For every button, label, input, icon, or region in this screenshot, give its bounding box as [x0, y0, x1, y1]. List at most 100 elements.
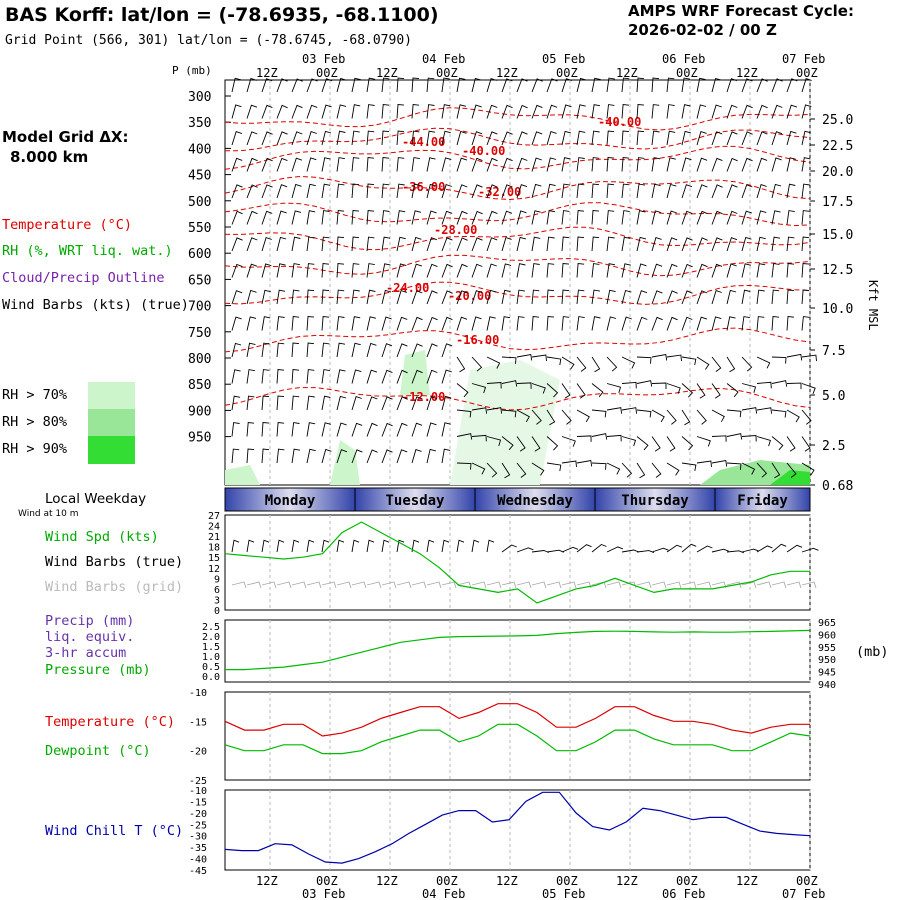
wind-barb [771, 104, 783, 119]
wind-barb [426, 290, 438, 305]
wind-barb [771, 157, 782, 172]
wind-barb [681, 210, 693, 225]
wind-barb [411, 343, 423, 358]
wind-barb [426, 104, 435, 119]
wind-barb [471, 290, 483, 305]
wind-barb [396, 422, 408, 437]
wind-barb [651, 353, 668, 361]
wind-barb [246, 263, 258, 278]
wind-barb [771, 356, 787, 364]
windchill-tick: -40 [189, 855, 207, 866]
wind-barb [546, 157, 557, 172]
kft-tick: 17.5 [822, 195, 853, 210]
wind-barb [351, 77, 361, 93]
wind-barb [426, 77, 435, 93]
grid-spacing-label: Model Grid ΔX: [2, 128, 129, 146]
wind-barb [231, 210, 243, 225]
pressure-axis-label: P (mb) [172, 64, 212, 77]
wind-barb [306, 395, 315, 411]
wind-barb [561, 436, 576, 447]
wind-barb [606, 434, 622, 442]
wind-barb [801, 157, 811, 172]
wind-barb [516, 263, 526, 278]
wind-barb [501, 78, 513, 93]
wind-speed-line [224, 521, 810, 604]
wind-barb [501, 436, 514, 451]
wind-barb [456, 184, 468, 199]
wind-barb [531, 104, 543, 119]
top-hour-label: 00Z [556, 66, 578, 80]
wind-barb [486, 237, 498, 252]
true-wind-barb [396, 539, 405, 553]
wind-barb [681, 263, 693, 278]
wind-barb [381, 343, 393, 358]
wind-barb [591, 236, 600, 252]
wind-barb [396, 104, 405, 119]
grid-wind-barb [381, 581, 397, 589]
true-wind-barb [756, 545, 773, 553]
wind-barb [441, 316, 453, 331]
wind-barb [246, 448, 255, 464]
wind-barb [381, 77, 390, 93]
wind-barb [246, 395, 255, 411]
wind-barb [801, 130, 811, 146]
true-wind-barb [351, 539, 360, 553]
wind-barb [591, 183, 600, 199]
wind-barb [756, 131, 768, 146]
wind-barb [621, 289, 632, 305]
wind-barb [291, 157, 303, 172]
wind-barb [546, 104, 558, 119]
top-hour-label: 12Z [376, 66, 398, 80]
grid-wind-barb [351, 581, 367, 589]
weekday-label: Wednesday [497, 493, 573, 509]
pressure-tick-950: 950 [188, 431, 211, 446]
wind-barb [291, 78, 303, 93]
wind-barb [336, 316, 345, 331]
wind-barb [426, 263, 438, 278]
wind-barb [411, 263, 423, 278]
kft-tick: 20.0 [822, 165, 853, 180]
wind-barb [546, 436, 559, 451]
wind-barb [276, 395, 285, 411]
wind-barb [276, 210, 287, 225]
wind-barb [666, 354, 682, 362]
wind-barb [666, 290, 678, 305]
grid-wind-barb [516, 581, 532, 589]
wind-barb [396, 236, 406, 252]
wind-barb [456, 290, 468, 305]
wind-barb [741, 407, 758, 414]
wind-barb [366, 316, 377, 331]
wind-barb [531, 436, 541, 452]
isotherm-label: -40.00 [598, 115, 641, 129]
wind-barb [786, 262, 795, 278]
precip-pressure-panel [224, 619, 811, 683]
top-hour-label: 00Z [796, 66, 818, 80]
pressure-tick-300: 300 [188, 90, 211, 105]
wind-barb [771, 210, 781, 225]
wind-barb [681, 316, 693, 331]
wind-barb [471, 210, 483, 225]
true-wind-barb [576, 544, 592, 553]
wind-barb [321, 157, 331, 172]
precip-tick: 1.5 [202, 642, 220, 653]
wind-barb [651, 130, 660, 146]
wind-barb [531, 409, 542, 425]
wind-barb [321, 315, 330, 331]
wind-barb [576, 316, 585, 331]
wind-barb [561, 356, 575, 370]
grid-wind-barb [681, 581, 697, 589]
grid-spacing-value: 8.000 km [10, 148, 89, 166]
wind-barb [396, 290, 407, 305]
wind-barb [471, 237, 483, 252]
forecast-cycle-value: 2026-02-02 / 00 Z [628, 21, 777, 39]
true-wind-barb [561, 546, 579, 553]
bottom-hour-label: 00Z [436, 874, 458, 888]
wind-barb [591, 263, 600, 278]
wind-barb [576, 130, 586, 146]
wind-barb [366, 369, 378, 384]
wind-barb [366, 77, 376, 93]
wind-barb [801, 104, 812, 119]
wind-barb [546, 462, 562, 472]
wind-barb [516, 131, 528, 146]
wind-barb [501, 356, 517, 364]
